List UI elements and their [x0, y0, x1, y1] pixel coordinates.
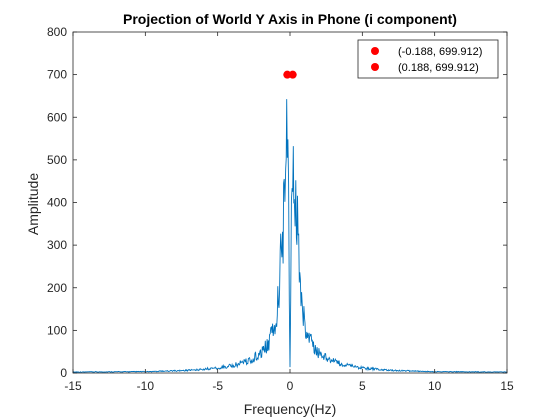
legend-entry-label: (0.188, 699.912) [398, 62, 479, 74]
peak-marker-point [288, 70, 297, 79]
y-tick-label: 200 [47, 281, 67, 295]
x-tick-label: -5 [212, 379, 223, 393]
legend-box [357, 39, 499, 79]
legend-marker [371, 63, 379, 71]
y-axis-label: Amplitude [25, 173, 41, 235]
y-tick-label: 500 [47, 153, 67, 167]
x-axis-label: Frequency(Hz) [244, 401, 337, 417]
x-tick-label: 5 [359, 379, 366, 393]
y-tick-label: 700 [47, 68, 67, 82]
y-tick-label: 100 [47, 323, 67, 337]
x-tick-label: 10 [428, 379, 442, 393]
y-tick-label: 600 [47, 110, 67, 124]
y-tick-label: 300 [47, 238, 67, 252]
x-tick-label: -10 [137, 379, 155, 393]
plot-area: -15 -10 -5 0 5 10 15 0 100 200 300 400 500 600 700 800 (… [47, 25, 514, 393]
axes-box [72, 31, 508, 374]
x-tick-label: -15 [64, 379, 82, 393]
x-tick-label: 15 [500, 379, 514, 393]
legend-entry-label: (-0.188, 699.912) [398, 46, 482, 58]
series-line-0 [72, 99, 508, 373]
legend-marker [371, 47, 379, 55]
y-tick-label: 400 [47, 196, 67, 210]
x-tick-label: 0 [287, 379, 294, 393]
y-tick-label: 0 [60, 366, 67, 380]
y-tick-label: 800 [47, 25, 67, 39]
chart-title: Projection of World Y Axis in Phone (i c… [123, 11, 457, 27]
